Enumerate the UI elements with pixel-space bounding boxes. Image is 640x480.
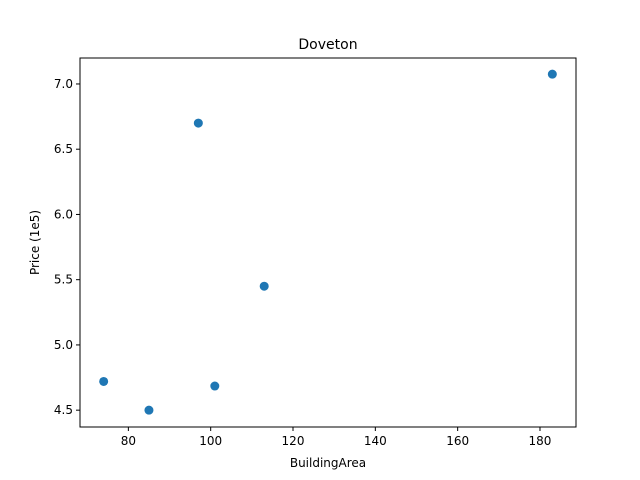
x-tick-label: 80 [121, 434, 136, 448]
x-tick-label: 180 [529, 434, 552, 448]
y-axis-label: Price (1e5) [28, 210, 42, 275]
y-tick-label: 5.5 [54, 273, 73, 287]
y-tick-label: 6.0 [54, 207, 73, 221]
data-point [210, 381, 220, 391]
data-point [144, 405, 154, 415]
chart-title: Doveton [298, 37, 357, 53]
data-point [547, 69, 557, 79]
x-tick-label: 140 [364, 434, 387, 448]
y-tick-label: 5.0 [54, 338, 73, 352]
x-tick-label: 100 [199, 434, 222, 448]
x-tick-label: 160 [446, 434, 469, 448]
data-point [99, 376, 109, 386]
y-tick-label: 4.5 [54, 403, 73, 417]
data-point [259, 281, 269, 291]
y-tick-label: 6.5 [54, 142, 73, 156]
data-points [99, 69, 557, 415]
y-tick-label: 7.0 [54, 77, 73, 91]
x-tick-label: 120 [282, 434, 305, 448]
y-axis-ticks: 4.5 5.0 5.5 6.0 6.5 7.0 [54, 77, 80, 417]
plot-frame [79, 57, 577, 428]
data-point [193, 118, 203, 128]
x-axis-ticks: 80 100 120 140 160 180 [121, 427, 552, 448]
x-axis-label: BuildingArea [290, 456, 366, 470]
